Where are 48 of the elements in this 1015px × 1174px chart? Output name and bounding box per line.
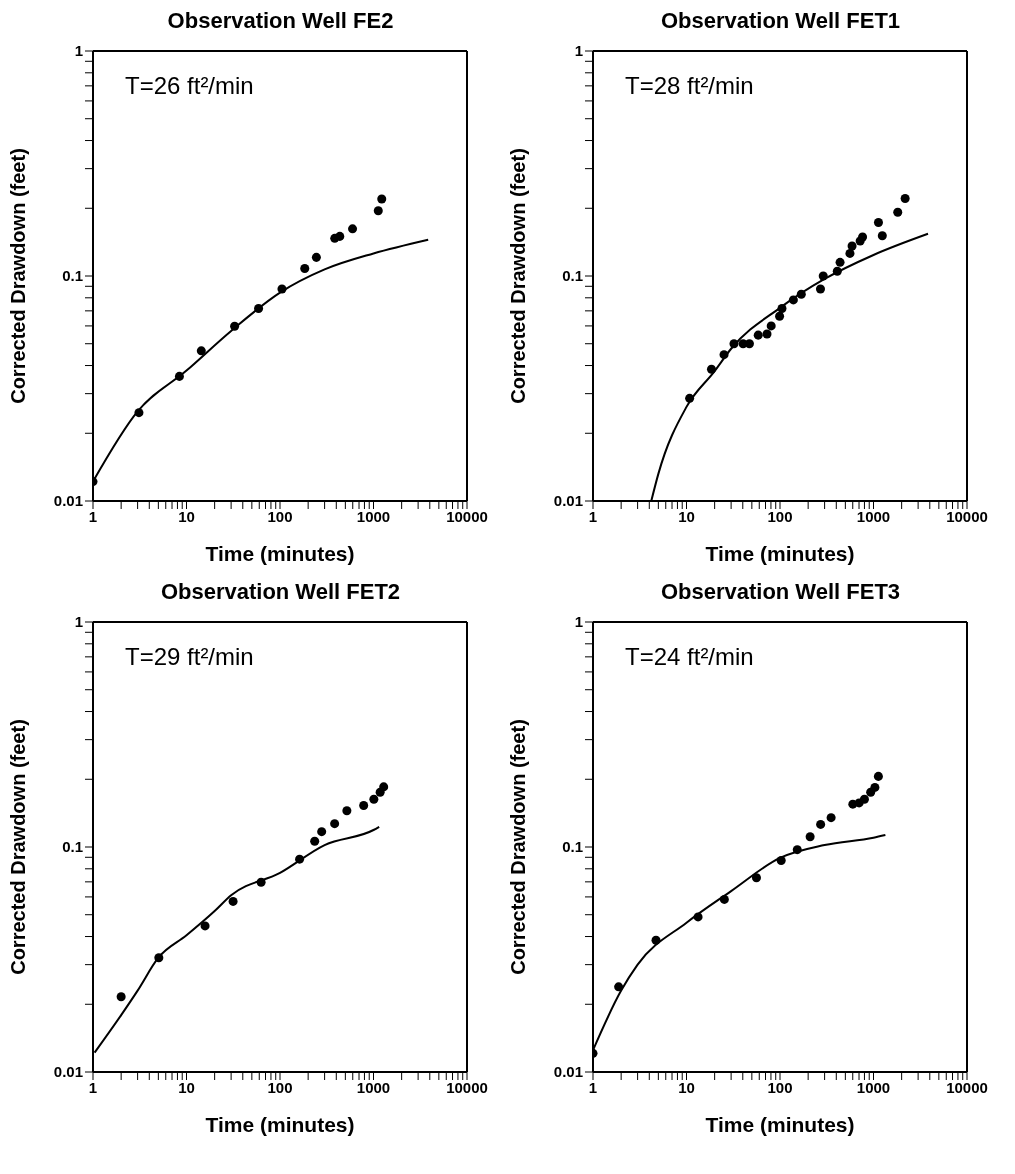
chart-title: Observation Well FE2	[166, 8, 395, 35]
x-tick-label: 10	[678, 507, 695, 525]
y-tick-label: 0.1	[62, 267, 83, 285]
x-tick-label: 10	[678, 1078, 695, 1096]
y-tick-label: 1	[574, 42, 583, 60]
x-tick-label: 1000	[856, 507, 891, 525]
x-tick-label: 10000	[446, 1078, 488, 1096]
x-tick-label: 100	[267, 1078, 293, 1096]
y-tick-label: 1	[74, 613, 83, 631]
x-tick-label: 1000	[356, 507, 391, 525]
y-axis-title: Corrected Drawdown (feet)	[7, 148, 30, 404]
y-tick-label: 0.01	[553, 1063, 583, 1081]
chart-title: Observation Well FET2	[159, 579, 402, 606]
x-tick-label: 10	[178, 1078, 195, 1096]
x-tick-label: 100	[767, 1078, 793, 1096]
annotation: T=24 ft²/min	[625, 643, 754, 671]
y-axis-title: Corrected Drawdown (feet)	[507, 719, 530, 975]
annotation: T=29 ft²/min	[125, 643, 254, 671]
annotation: T=28 ft²/min	[625, 72, 754, 100]
y-tick-label: 1	[74, 42, 83, 60]
x-tick-label: 10	[178, 507, 195, 525]
x-tick-label: 1	[88, 507, 98, 525]
x-tick-label: 10000	[946, 1078, 988, 1096]
y-tick-label: 1	[574, 613, 583, 631]
y-axis-title: Corrected Drawdown (feet)	[7, 719, 30, 975]
x-tick-label: 1	[88, 1078, 98, 1096]
x-tick-label: 1000	[356, 1078, 391, 1096]
y-tick-label: 0.01	[553, 492, 583, 510]
y-axis-title: Corrected Drawdown (feet)	[507, 148, 530, 404]
y-tick-label: 0.1	[62, 838, 83, 856]
x-tick-label: 1	[588, 507, 598, 525]
y-tick-label: 0.01	[53, 492, 83, 510]
x-tick-label: 1000	[856, 1078, 891, 1096]
y-tick-label: 0.1	[562, 267, 583, 285]
x-axis-title: Time (minutes)	[705, 1113, 855, 1136]
chart-title: Observation Well FET3	[659, 579, 902, 606]
y-tick-label: 0.01	[53, 1063, 83, 1081]
y-tick-label: 0.1	[562, 838, 583, 856]
chart-title: Observation Well FET1	[659, 8, 902, 35]
x-tick-label: 1	[588, 1078, 598, 1096]
x-axis-title: Time (minutes)	[205, 542, 355, 565]
x-axis-title: Time (minutes)	[705, 542, 855, 565]
x-axis-title: Time (minutes)	[205, 1113, 355, 1136]
x-tick-label: 10000	[446, 507, 488, 525]
x-tick-label: 100	[767, 507, 793, 525]
x-tick-label: 100	[267, 507, 293, 525]
x-tick-label: 10000	[946, 507, 988, 525]
annotation: T=26 ft²/min	[125, 72, 254, 100]
